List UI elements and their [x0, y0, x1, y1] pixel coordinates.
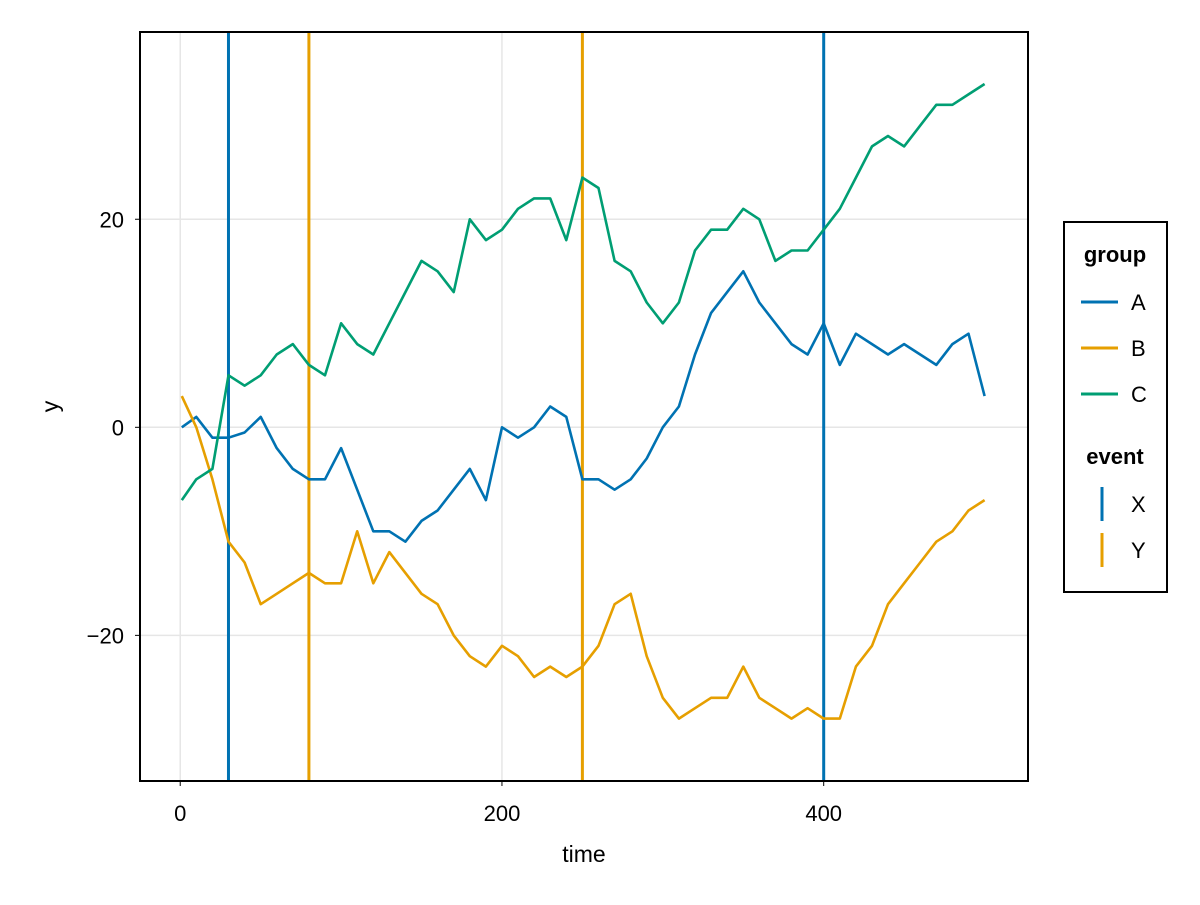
legend-label-c: C: [1131, 382, 1147, 407]
legend-box: [1063, 221, 1168, 593]
x-axis-title: time: [562, 841, 605, 867]
event-lines-layer: [226, 32, 826, 781]
legend-label-x: X: [1131, 492, 1146, 517]
x-tick-label: 400: [805, 801, 842, 826]
y-axis-title: y: [37, 400, 63, 412]
legend-title-group: group: [1084, 242, 1146, 267]
y-tick-label: 20: [100, 207, 124, 232]
y-tick-label: −20: [87, 623, 124, 648]
x-tick-label: 200: [484, 801, 521, 826]
y-tick-label: 0: [112, 415, 124, 440]
legend-label-y: Y: [1131, 538, 1146, 563]
series-line-b: [180, 395, 986, 720]
series-line-a: [181, 269, 986, 544]
series-line-c: [180, 82, 986, 501]
series-layer: [180, 82, 986, 720]
legend-label-a: A: [1131, 290, 1146, 315]
x-axis-ticks: 0 200 400: [174, 781, 842, 826]
y-axis-ticks: −20 0 20: [87, 207, 140, 648]
legend-label-b: B: [1131, 336, 1146, 361]
plot-frame: [139, 31, 1029, 782]
x-tick-label: 0: [174, 801, 186, 826]
grid-layer: [140, 32, 1028, 781]
legend-title-event: event: [1086, 444, 1144, 469]
